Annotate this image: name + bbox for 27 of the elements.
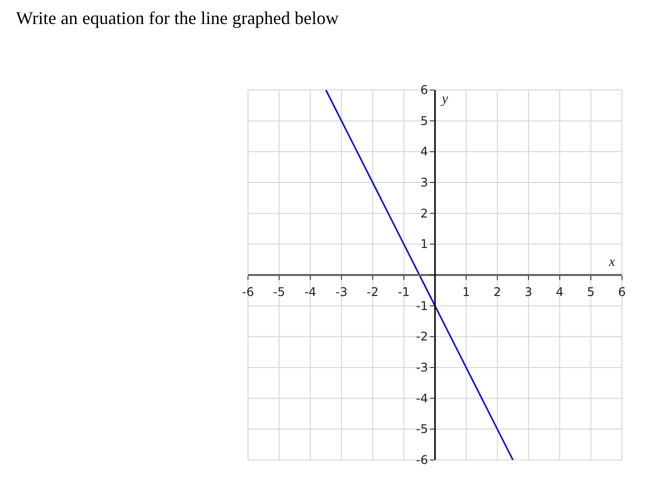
y-tick-label: -4	[416, 391, 428, 406]
y-tick-label: -3	[416, 360, 428, 374]
y-tick-label: 3	[420, 176, 428, 190]
y-tick-label: 4	[420, 144, 428, 159]
y-tick-label: 6	[420, 83, 428, 97]
x-tick-label: 4	[556, 285, 564, 299]
y-tick-label: -1	[416, 298, 428, 313]
x-tick-label: -6	[242, 285, 254, 299]
x-tick-label: 3	[524, 285, 532, 299]
x-tick-label: 6	[618, 285, 626, 299]
y-axis-title: y	[440, 92, 449, 107]
x-tick-label: -2	[366, 285, 379, 299]
y-tick-label: 2	[420, 206, 428, 220]
x-tick-label: -1	[398, 285, 410, 299]
y-tick-label: -2	[416, 330, 428, 344]
x-tick-label: -4	[304, 285, 316, 299]
x-tick-label: -3	[336, 285, 348, 299]
x-tick-label: 2	[494, 285, 502, 299]
y-tick-label: 5	[420, 114, 428, 128]
x-axis-title: x	[608, 255, 616, 270]
x-tick-label: 5	[587, 285, 595, 299]
y-tick-label: 1	[420, 237, 428, 252]
chart-title: Write an equation for the line graphed below	[16, 8, 339, 29]
x-tick-label: 1	[462, 285, 470, 299]
x-tick-label: -5	[273, 285, 286, 299]
y-tick-label: -6	[416, 453, 428, 467]
y-tick-label: -5	[416, 422, 428, 436]
